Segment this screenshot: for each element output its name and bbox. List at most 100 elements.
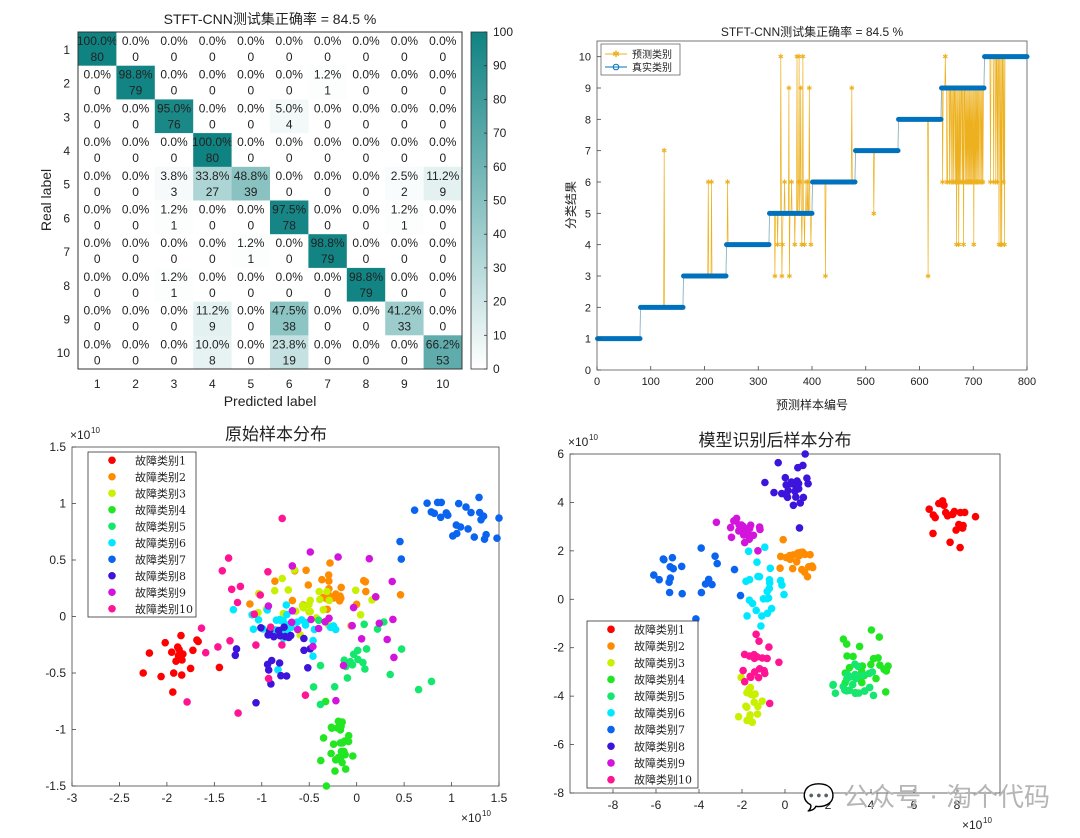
matrix-cell — [116, 335, 156, 370]
y-tick-label: 4 — [585, 240, 591, 252]
x-tick-label: 5 — [247, 377, 254, 391]
scatter-point — [214, 643, 222, 651]
scatter-point — [371, 593, 380, 601]
scatter-point — [224, 554, 233, 562]
scatter-point — [288, 562, 297, 570]
cell-percent: 0.0% — [276, 68, 304, 82]
x-tick-label: 0 — [782, 798, 789, 812]
original-distribution-scatter: 原始样本分布 -3 -2.5 -2 -1.5 -1 -0.5 0 0.5 1 1.5 -1.5 -1 -… — [45, 425, 507, 825]
cell-percent: 0.0% — [160, 34, 188, 48]
scatter-point — [665, 588, 674, 597]
cell-count: 1 — [247, 252, 254, 266]
cell-count: 79 — [359, 286, 373, 300]
cell-count: 0 — [247, 219, 254, 233]
matrix-cell — [270, 267, 309, 302]
x-tick-label: -6 — [651, 798, 662, 812]
matrix-cell — [346, 32, 386, 66]
scatter-point — [231, 651, 240, 660]
predicted-point: ✱ — [772, 273, 778, 281]
matrix-cell — [308, 234, 348, 269]
scatter-point — [314, 616, 323, 625]
scatter-point — [753, 558, 761, 566]
predicted-point: ✱ — [944, 179, 950, 187]
cell-count: 3 — [171, 185, 178, 199]
cell-percent: 0.0% — [429, 203, 457, 217]
y-tick-label: 8 — [585, 114, 591, 126]
cell-count: 1 — [171, 219, 178, 233]
cell-percent: 0.0% — [352, 304, 380, 318]
star-marker-icon: ✱ — [612, 49, 620, 59]
matrix-cell — [346, 200, 386, 235]
cell-count: 79 — [129, 84, 143, 98]
scatter-point — [299, 603, 308, 612]
legend-label: 故障类别5 — [135, 519, 186, 533]
cell-percent: 0.0% — [122, 135, 150, 149]
scatter-point — [829, 680, 837, 689]
x-tick-label: 3 — [171, 377, 178, 391]
x-exponent-label: ×10 — [962, 818, 983, 832]
scatter-point — [470, 533, 479, 541]
x-tick-label: 1 — [448, 791, 455, 805]
predicted-point: ✱ — [993, 179, 999, 187]
cell-count: 0 — [132, 50, 139, 64]
y-tick-label: 0 — [585, 365, 591, 377]
scatter-point — [765, 643, 773, 651]
cell-count: 0 — [286, 252, 293, 266]
scatter-point — [309, 636, 317, 645]
scatter-point — [354, 655, 362, 664]
matrix-cell — [423, 65, 463, 100]
scatter-point — [233, 598, 242, 607]
cell-percent: 0.0% — [160, 304, 188, 318]
matrix-cell — [385, 32, 424, 66]
cell-percent: 0.0% — [122, 236, 150, 250]
scatter-point — [845, 663, 854, 672]
scatter-point — [757, 622, 765, 630]
cell-count: 0 — [324, 50, 331, 64]
cell-count: 0 — [247, 286, 254, 300]
scatter-point — [959, 521, 967, 530]
scatter-point — [266, 623, 275, 631]
scatter-point — [792, 493, 800, 501]
x-tick-label: 6 — [286, 377, 293, 391]
legend-marker — [607, 658, 615, 667]
cell-count: 80 — [91, 50, 105, 64]
cell-percent: 0.0% — [122, 337, 150, 351]
scatter-point — [186, 664, 195, 673]
matrix-cell — [116, 267, 156, 302]
matrix-cell — [154, 99, 194, 134]
cell-percent: 1.2% — [237, 236, 265, 250]
scatter-point — [301, 621, 310, 629]
x-axis-label: Predicted label — [224, 393, 317, 409]
scatter-point — [167, 648, 176, 656]
x-tick-label: 8 — [954, 798, 961, 812]
matrix-cell — [193, 32, 232, 66]
scatter-point — [218, 567, 227, 575]
matrix-cell — [193, 99, 232, 134]
predicted-point: ✱ — [965, 179, 971, 187]
matrix-cell — [308, 267, 348, 302]
y-exponent-power: 10 — [91, 426, 100, 435]
cell-percent: 0.0% — [391, 270, 419, 284]
legend: ✱ 预测类别 真实类别 — [600, 43, 681, 76]
scatter-point — [867, 626, 876, 634]
scatter-point — [801, 450, 809, 458]
matrix-cell — [308, 166, 348, 201]
cell-percent: 0.0% — [199, 68, 227, 82]
scatter-point — [338, 739, 347, 747]
cell-percent: 0.0% — [122, 169, 150, 183]
legend-box — [586, 620, 699, 789]
y-exponent-label: ×10 — [70, 428, 91, 442]
predicted-point: ✱ — [988, 179, 994, 187]
scatter-point — [189, 646, 197, 655]
predicted-point: ✱ — [962, 179, 968, 187]
predicted-point: ✱ — [799, 241, 805, 249]
predicted-point: ✱ — [950, 179, 956, 187]
predicted-point: ✱ — [945, 179, 951, 187]
cell-count: 0 — [286, 286, 293, 300]
cell-percent: 0.0% — [237, 203, 265, 217]
legend-box — [87, 451, 197, 618]
cell-count: 0 — [439, 286, 446, 300]
matrix-cell — [385, 267, 424, 302]
scatter-point — [666, 574, 675, 582]
matrix-cell — [270, 32, 309, 66]
